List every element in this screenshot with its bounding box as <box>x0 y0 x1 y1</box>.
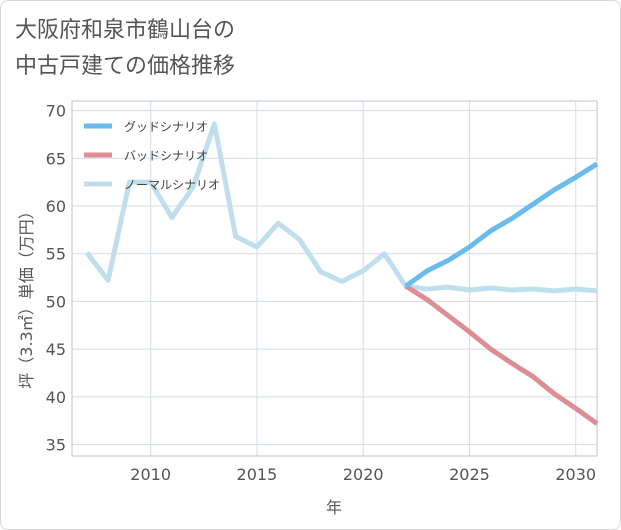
title-line-1: 大阪府和泉市鶴山台の <box>15 18 236 43</box>
legend-label-good: グッドシナリオ <box>124 120 208 134</box>
legend-label-normal: ノーマルシナリオ <box>124 178 220 192</box>
page-title: 大阪府和泉市鶴山台の 中古戸建ての価格推移 <box>15 13 575 85</box>
series-line-good <box>404 161 599 289</box>
title-line-2: 中古戸建ての価格推移 <box>15 54 236 79</box>
x-tick-label: 2030 <box>555 465 596 484</box>
y-tick-label: 60 <box>46 197 66 216</box>
x-tick-label: 2010 <box>130 465 171 484</box>
series-lines <box>84 121 599 426</box>
y-tick-label: 70 <box>46 102 66 121</box>
series-line-normal <box>84 121 598 294</box>
x-tick-label: 2020 <box>343 465 384 484</box>
x-tick-label: 2015 <box>237 465 278 484</box>
legend-label-bad: バッドシナリオ <box>124 149 208 163</box>
y-tick-label: 50 <box>46 292 66 311</box>
y-axis-ticks: 35 40 45 50 55 60 65 70 <box>46 102 66 455</box>
y-tick-label: 55 <box>46 245 66 264</box>
x-tick-label: 2025 <box>449 465 490 484</box>
y-tick-label: 65 <box>46 149 66 168</box>
plot-frame <box>71 100 598 457</box>
grid-lines <box>72 101 597 456</box>
y-tick-label: 45 <box>46 340 66 359</box>
series-line-bad <box>404 283 599 426</box>
y-tick-label: 35 <box>46 436 66 455</box>
y-axis-title: 坪（3.3㎡）単価（万円） <box>17 203 36 388</box>
y-tick-label: 40 <box>46 388 66 407</box>
x-axis-title: 年 <box>326 498 342 517</box>
x-axis-ticks: 2010 2015 2020 2025 2030 <box>130 465 596 484</box>
